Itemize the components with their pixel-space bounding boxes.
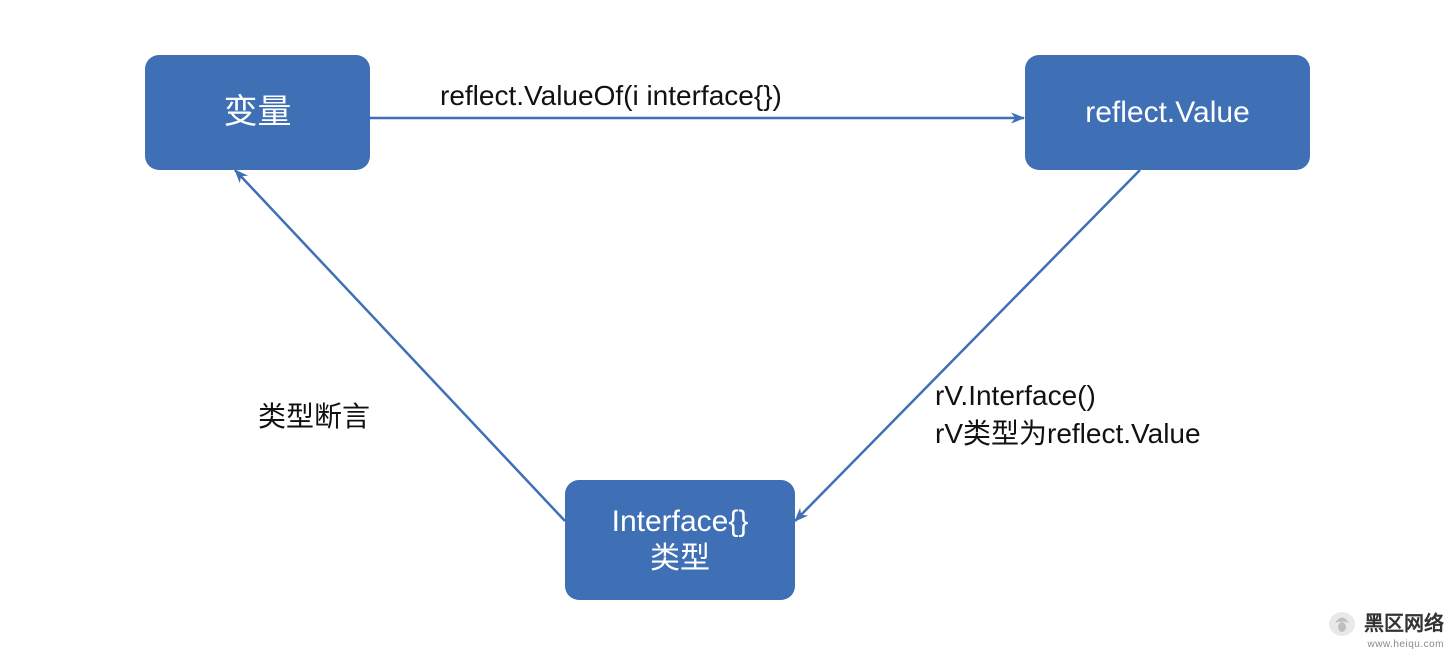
mushroom-icon	[1328, 610, 1356, 641]
node-var: 变量	[145, 55, 370, 170]
watermark-title: 黑区网络	[1364, 613, 1444, 635]
edge-rvalue-interface	[795, 170, 1140, 521]
watermark: 黑区网络 www.heiqu.com	[1328, 607, 1444, 650]
edge-label-interface-var: 类型断言	[258, 395, 370, 435]
node-rvalue: reflect.Value	[1025, 55, 1310, 170]
node-interface: Interface{}类型	[565, 480, 795, 600]
edge-label-var-rvalue: reflect.ValueOf(i interface{})	[440, 80, 782, 112]
edge-interface-var	[235, 170, 565, 521]
edge-label-rvalue-interface: rV.Interface()rV类型为reflect.Value	[935, 380, 1201, 452]
